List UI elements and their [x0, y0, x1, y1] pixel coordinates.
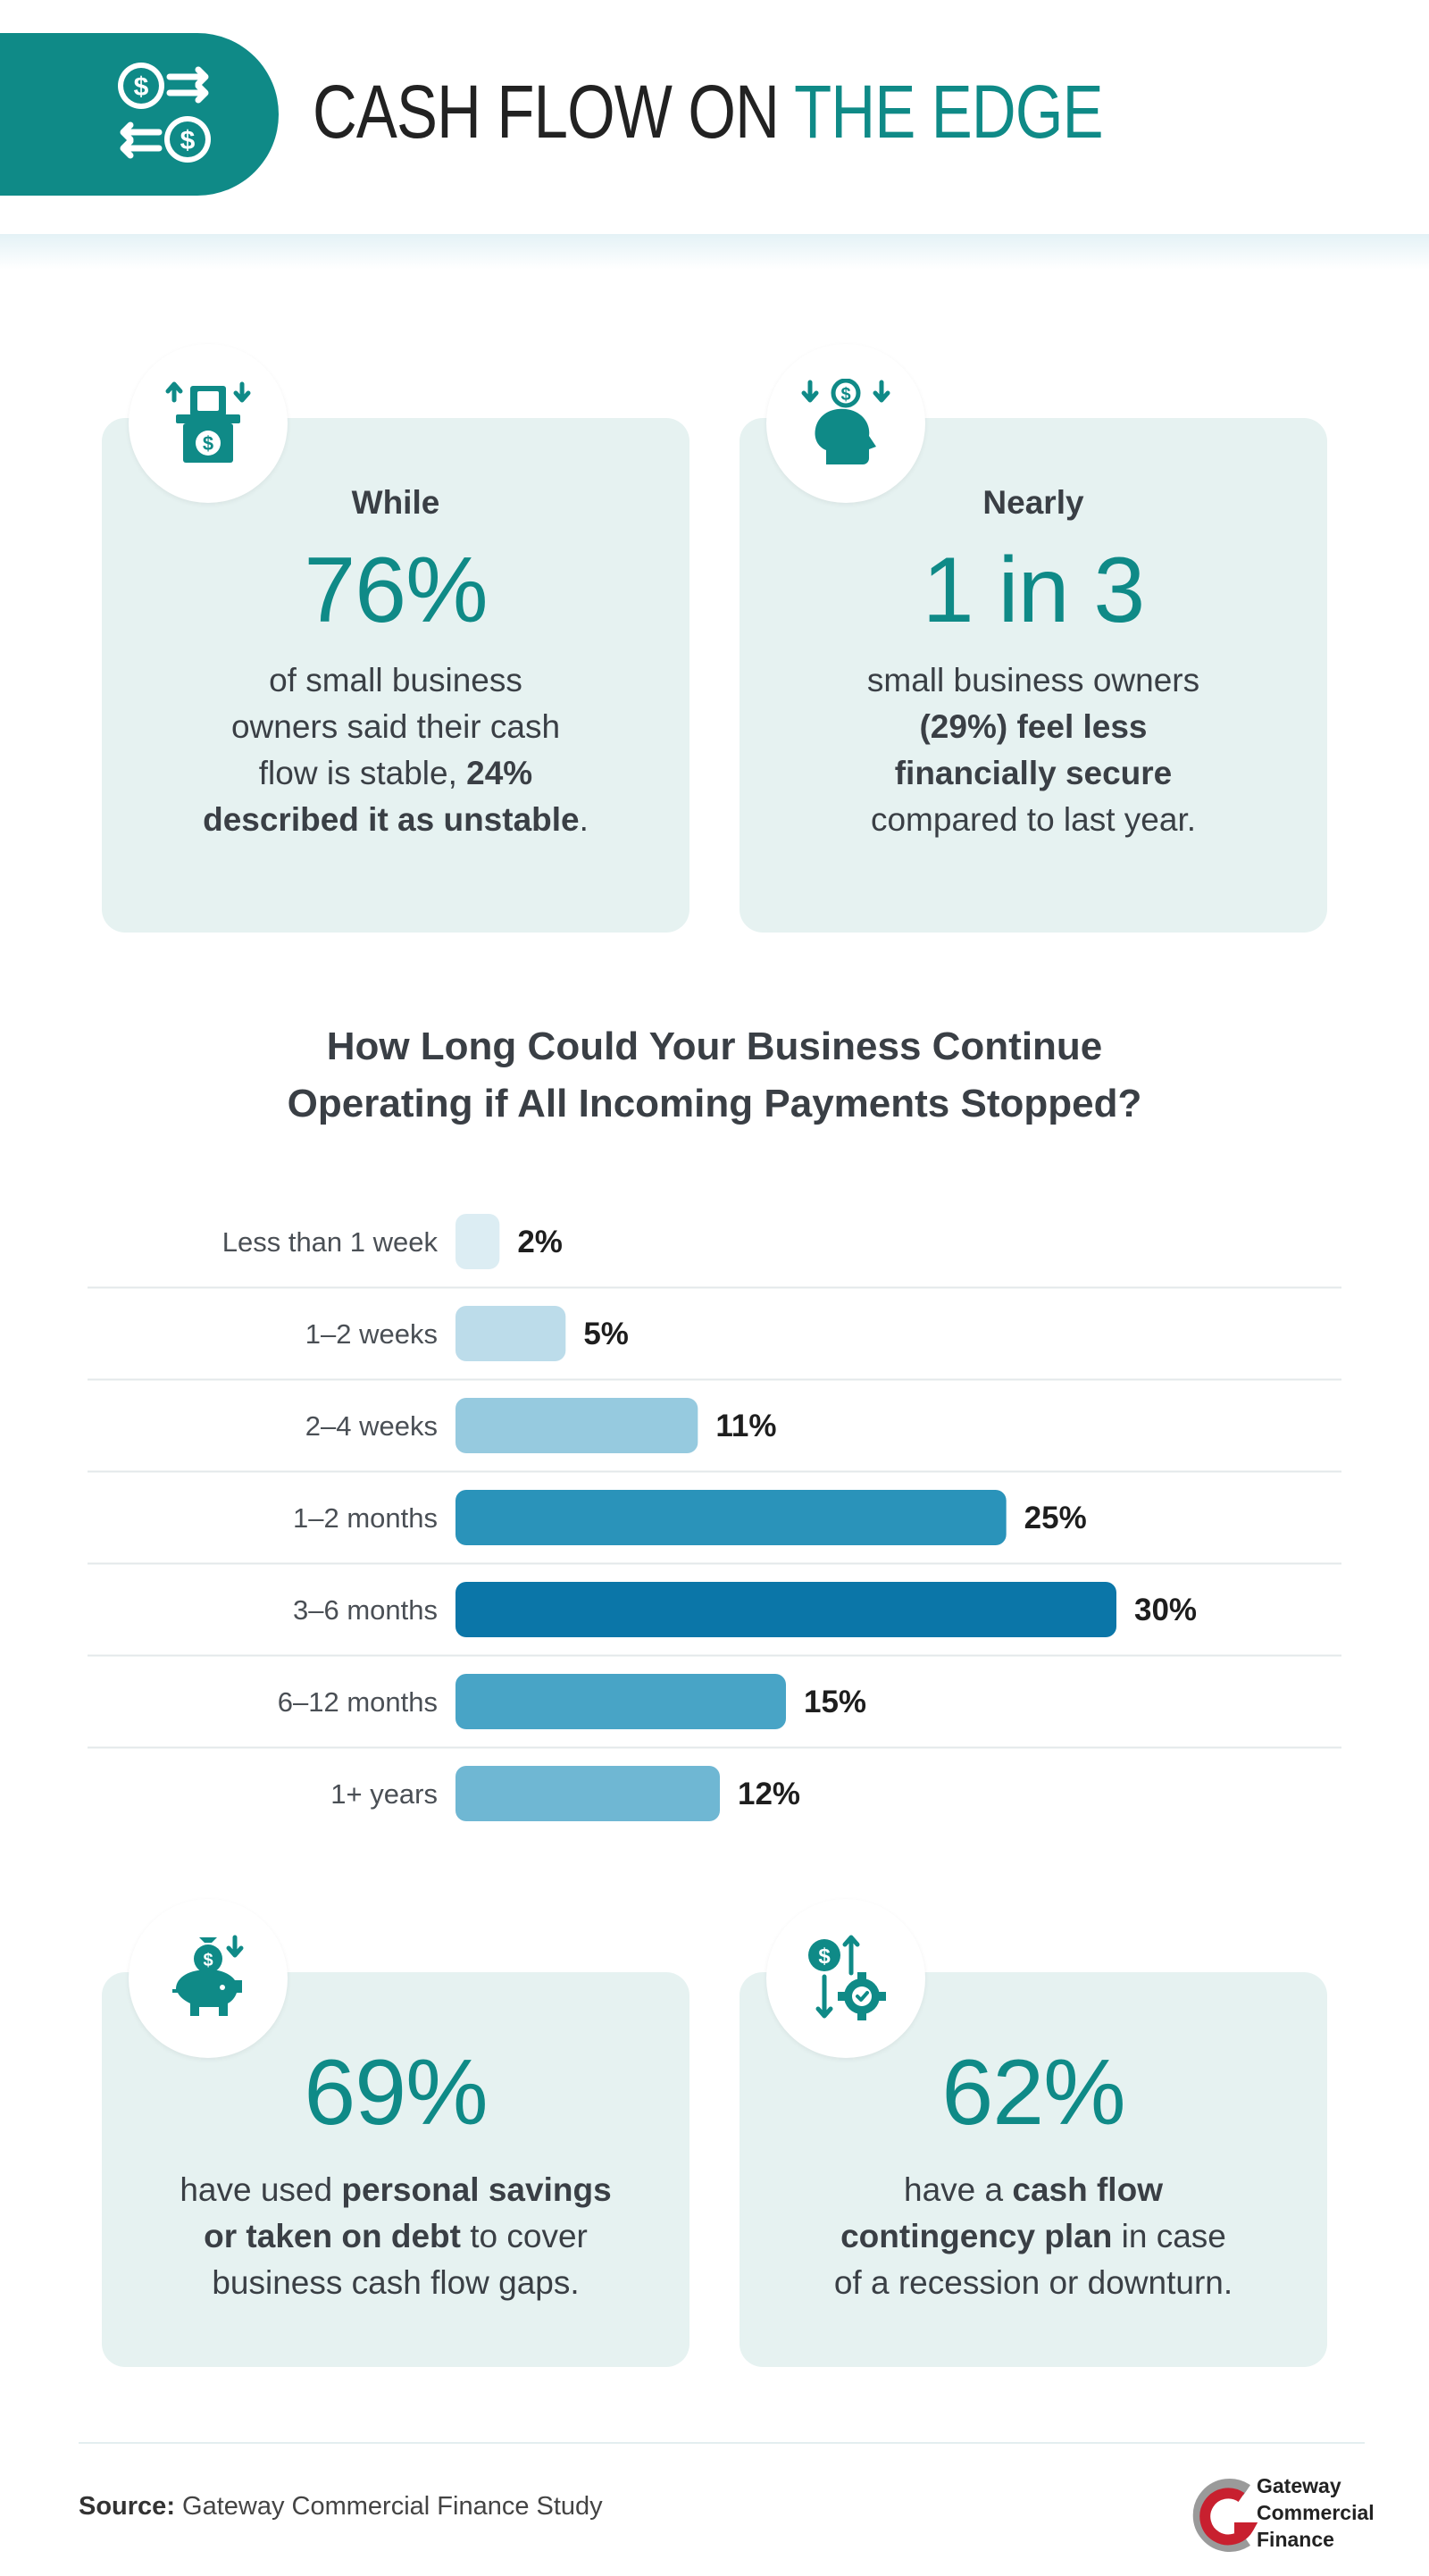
header-icon-pill [0, 33, 279, 196]
bar [455, 1490, 1007, 1545]
stat-lead: Nearly [982, 484, 1084, 521]
chart-title: How Long Could Your Business Continue Op… [179, 1018, 1250, 1133]
stat-line: (29%) feel less [793, 704, 1274, 750]
stat-emphasis: (29%) feel less [919, 708, 1148, 745]
stat-text: . [579, 801, 589, 838]
stat-text: to cover [460, 2218, 588, 2254]
page-title: CASH FLOW ON THE EDGE [313, 63, 1104, 161]
svg-text:$: $ [840, 385, 850, 405]
stat-text: flow is stable, [258, 755, 467, 791]
stat-emphasis: contingency plan [840, 2218, 1113, 2254]
stat-text: have a [904, 2171, 1013, 2208]
stat-value: 1 in 3 [922, 539, 1145, 642]
source-note: Source: Gateway Commercial Finance Study [79, 2492, 603, 2522]
value-label: 11% [715, 1409, 776, 1443]
stat-description: have used personal savings or taken on d… [138, 2167, 654, 2306]
logo-line: Commercial [1257, 2501, 1375, 2524]
stat-line: flow is stable, 24% [155, 750, 636, 797]
stat-description: have a cash flow contingency plan in cas… [775, 2167, 1291, 2306]
stat-line: financially secure [793, 750, 1274, 797]
stat-description: small business owners (29%) feel less fi… [793, 657, 1274, 843]
value-label: 15% [804, 1685, 866, 1719]
source-text: Gateway Commercial Finance Study [174, 2492, 603, 2521]
piggy-bank-icon: $ [172, 1935, 244, 2016]
cash-gear-icon: $ [808, 1935, 886, 2020]
category-label: 1+ years [330, 1778, 438, 1810]
bar-chart: Less than 1 week 2% 1–2 weeks 5% 2–4 weeks 11… [88, 1214, 1341, 1821]
mind-money-icon: $ [801, 379, 890, 464]
value-label: 25% [1024, 1501, 1087, 1535]
stat-emphasis: described it as unstable [203, 801, 580, 838]
value-label: 12% [738, 1777, 800, 1811]
gateway-logo-text: Gateway Commercial Finance [1257, 2472, 1375, 2553]
category-label: 1–2 weeks [305, 1318, 438, 1350]
stat-line: compared to last year. [870, 801, 1197, 838]
header-divider [0, 234, 1429, 270]
bar [455, 1582, 1116, 1637]
stat-line: described it as unstable. [155, 797, 636, 843]
stat-text: have used [180, 2171, 342, 2208]
stat-lead: While [351, 484, 440, 521]
badge-cash-register: $ [129, 344, 288, 503]
bar [455, 1214, 500, 1269]
stat-value: 76% [304, 539, 488, 642]
badge-piggy-bank: $ [129, 1899, 288, 2058]
stat-line: of a recession or downturn. [833, 2264, 1233, 2301]
category-label: 1–2 months [293, 1502, 438, 1534]
bar [455, 1306, 566, 1361]
stat-line: owners said their cash [230, 708, 561, 745]
stat-description: of small business owners said their cash… [155, 657, 636, 843]
bar [455, 1674, 786, 1729]
svg-text:$: $ [134, 72, 149, 102]
logo-line: Finance [1257, 2528, 1334, 2551]
svg-text:$: $ [180, 126, 196, 155]
title-accent: THE EDGE [794, 70, 1103, 154]
cash-flow-exchange-icon: $ $ [118, 63, 211, 163]
category-label: 6–12 months [278, 1686, 438, 1718]
badge-mind-money: $ [766, 344, 925, 503]
stat-line: have used personal savings [138, 2167, 654, 2213]
gateway-logo-mark [1192, 2479, 1258, 2552]
chart-title-line: Operating if All Incoming Payments Stopp… [287, 1082, 1142, 1125]
stat-line: business cash flow gaps. [212, 2264, 580, 2301]
category-label: 2–4 weeks [305, 1410, 438, 1442]
stat-emphasis: 24% [466, 755, 533, 791]
bar [455, 1398, 698, 1453]
badge-cash-gear: $ [766, 1899, 925, 2058]
value-label: 30% [1134, 1593, 1197, 1627]
stat-line: or taken on debt to cover [138, 2213, 654, 2260]
stat-emphasis: personal savings [341, 2171, 612, 2208]
bar [455, 1766, 720, 1821]
logo-line: Gateway [1257, 2474, 1341, 2497]
chart-title-line: How Long Could Your Business Continue [326, 1025, 1103, 1068]
stat-emphasis: financially secure [894, 755, 1173, 791]
category-label: 3–6 months [293, 1594, 438, 1626]
value-label: 2% [517, 1225, 563, 1259]
stat-card-savings: 69% have used personal savings or taken … [102, 1972, 689, 2367]
title-main: CASH FLOW ON [313, 70, 795, 154]
value-label: 5% [583, 1317, 629, 1351]
stat-line: of small business [269, 662, 522, 698]
footer-divider [79, 2442, 1365, 2444]
svg-text:$: $ [203, 432, 213, 455]
svg-text:$: $ [818, 1945, 831, 1969]
stat-emphasis: or taken on debt [204, 2218, 461, 2254]
source-label: Source: [79, 2492, 175, 2521]
stat-card-stable: While 76% of small business owners said … [102, 418, 689, 933]
cash-register-icon: $ [165, 381, 251, 463]
stat-card-security: Nearly 1 in 3 small business owners (29%… [740, 418, 1327, 933]
svg-text:$: $ [203, 1951, 213, 1970]
stat-line: have a cash flow [775, 2167, 1291, 2213]
stat-value: 69% [304, 2041, 488, 2145]
stat-emphasis: cash flow [1012, 2171, 1163, 2208]
stat-value: 62% [941, 2041, 1125, 2145]
category-label: Less than 1 week [222, 1226, 439, 1258]
stat-line: small business owners [866, 662, 1200, 698]
stat-line: contingency plan in case [775, 2213, 1291, 2260]
stat-text: in case [1112, 2218, 1226, 2254]
